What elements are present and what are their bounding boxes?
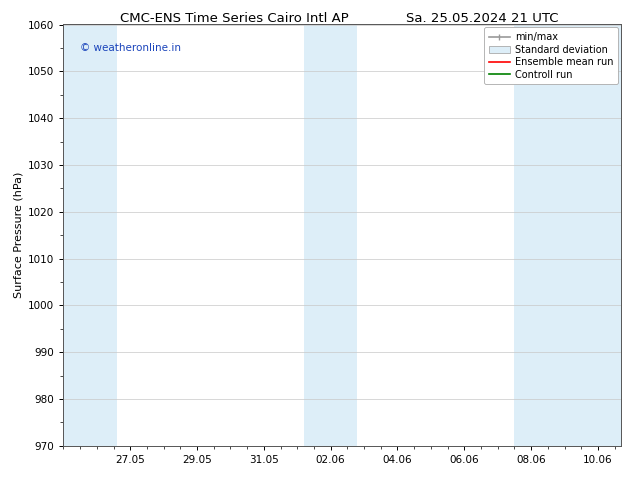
Bar	[514, 24, 621, 446]
Y-axis label: Surface Pressure (hPa): Surface Pressure (hPa)	[14, 172, 24, 298]
Bar	[304, 24, 358, 446]
Legend: min/max, Standard deviation, Ensemble mean run, Controll run: min/max, Standard deviation, Ensemble me…	[484, 27, 618, 84]
Bar	[63, 24, 117, 446]
Text: CMC-ENS Time Series Cairo Intl AP: CMC-ENS Time Series Cairo Intl AP	[120, 12, 349, 25]
Text: © weatheronline.in: © weatheronline.in	[80, 44, 181, 53]
Text: Sa. 25.05.2024 21 UTC: Sa. 25.05.2024 21 UTC	[406, 12, 558, 25]
